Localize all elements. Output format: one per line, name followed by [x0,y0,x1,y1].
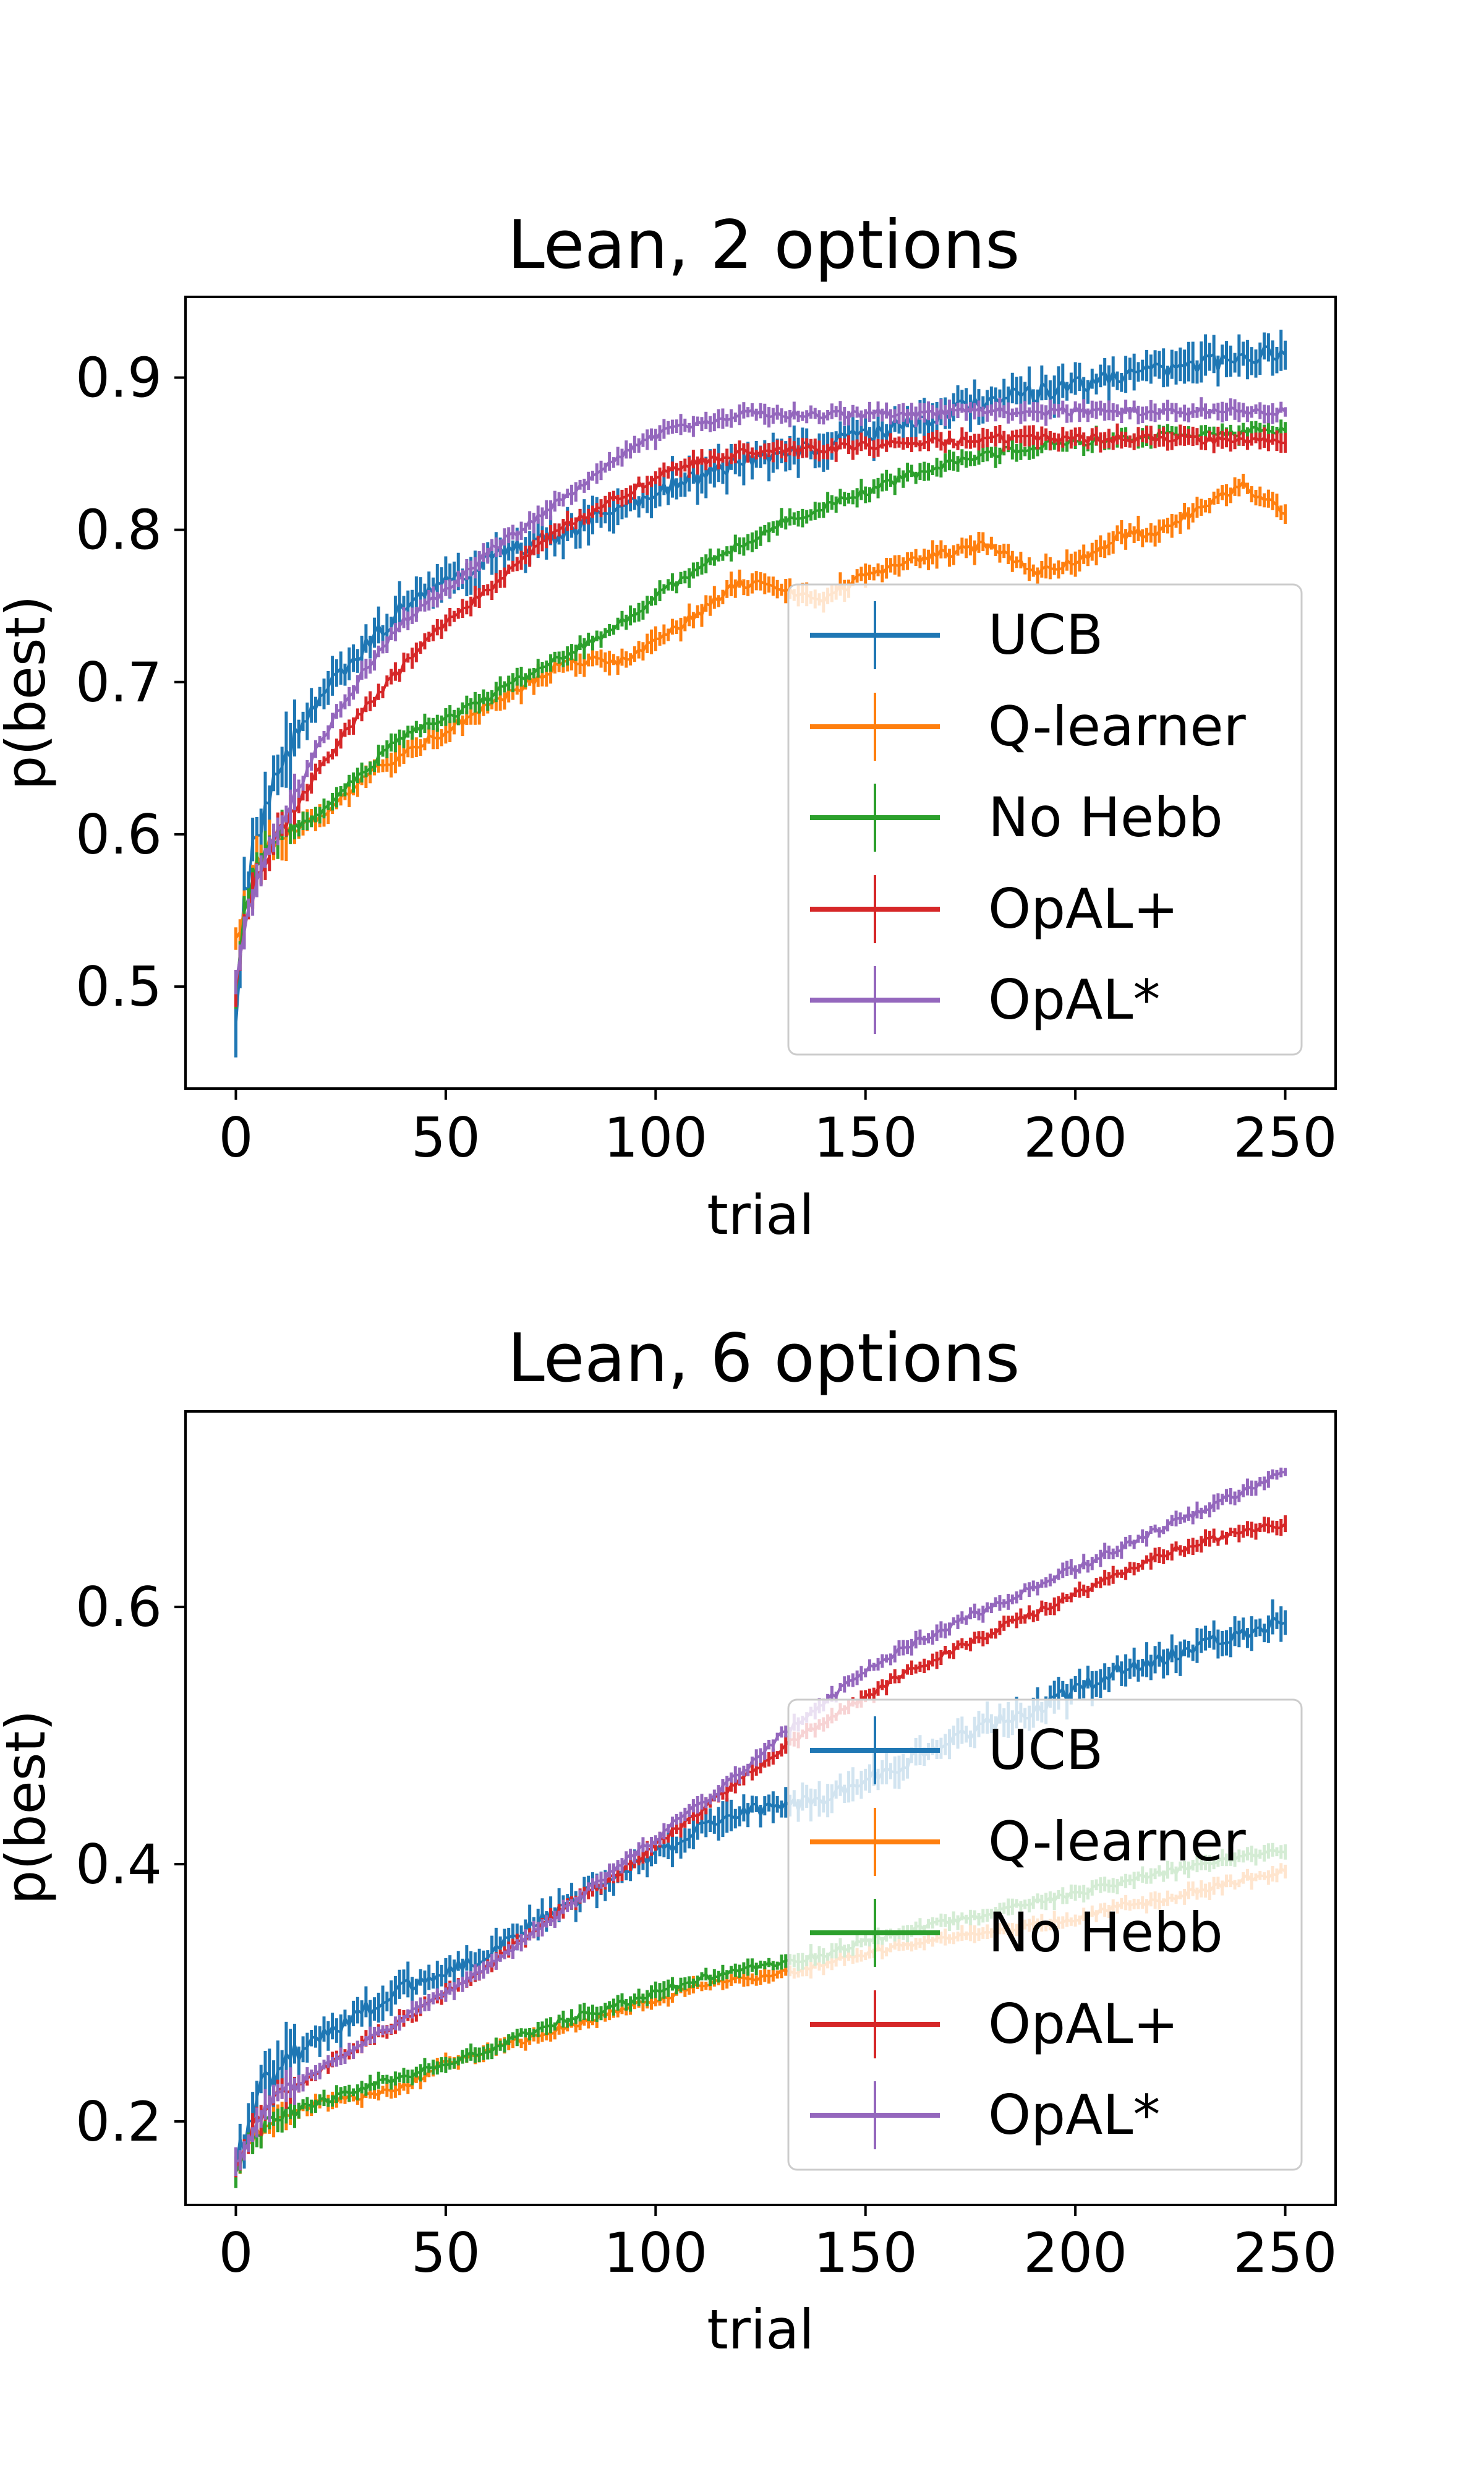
x-tick-label: 0 [218,1106,253,1170]
plot-area [234,330,1287,1058]
y-tick-label: 0.5 [75,955,162,1019]
x-tick-label: 250 [1234,1106,1337,1170]
series-line [235,1470,1286,2163]
y-tick-label: 0.7 [75,651,162,714]
legend-label: No Hebb [988,1901,1223,1964]
x-tick-label: 100 [603,1106,707,1170]
legend: UCB Q-learner No Hebb OpAL+ OpAL* [787,1698,1303,2171]
chart-panel-bottom: Lean, 6 options 0 50 100 150 200 250 0.2… [0,1320,1337,2361]
legend-item-q-learner: Q-learner [810,693,1247,761]
legend-label: UCB [988,603,1103,667]
x-axis-label: trial [707,1183,814,1247]
x-tick-label: 200 [1023,2221,1127,2285]
y-tick-label: 0.9 [75,346,162,409]
tick-marks [174,1606,1287,2216]
legend-label: No Hebb [988,785,1223,849]
legend-item-opal-star: OpAL* [810,966,1160,1034]
y-tick-label: 0.6 [75,1575,162,1639]
y-tick-label: 0.6 [75,803,162,867]
x-tick-label: 50 [411,2221,480,2285]
axes-frame [184,296,1337,1090]
legend-label: OpAL+ [988,877,1179,941]
axes-frame [184,1410,1337,2206]
x-tick-label: 50 [411,1106,480,1170]
legend-item-ucb: UCB [810,1716,1103,1784]
y-tick-label: 0.4 [75,1833,162,1896]
tick-marks [174,376,1287,1100]
legend-item-opal-plus: OpAL+ [810,875,1179,943]
x-axis-label: trial [707,2298,814,2361]
legend-label: Q-learner [988,695,1247,758]
x-tick-label: 0 [218,2221,253,2285]
series-line [234,431,1286,989]
series-opal-star [234,1467,1287,2176]
x-tick-label: 150 [814,1106,918,1170]
legend-item-ucb: UCB [810,601,1103,669]
series-opal-star [234,397,1287,995]
legend-label: UCB [988,1718,1103,1782]
chart-title: Lean, 6 options [508,1320,1020,1397]
chart-panel-top: Lean, 2 options 0 50 100 150 200 250 0.5… [0,207,1337,1247]
chart-title: Lean, 2 options [508,207,1020,284]
legend-box [787,1698,1303,2171]
y-tick-label: 0.2 [75,2090,162,2154]
x-tick-label: 100 [603,2221,707,2285]
legend-label: OpAL* [988,2083,1160,2147]
y-axis-label: p(best) [0,1710,58,1905]
series-line [234,1614,1286,2172]
legend-label: OpAL* [988,968,1160,1032]
y-axis-label: p(best) [0,596,58,790]
legend: UCB Q-learner No Hebb OpAL+ OpAL* [787,583,1303,1056]
legend-item-opal-plus: OpAL+ [810,1990,1179,2058]
legend-item-opal-star: OpAL* [810,2081,1160,2149]
x-tick-label: 200 [1023,1106,1127,1170]
legend-item-q-learner: Q-learner [810,1808,1247,1876]
legend-label: OpAL+ [988,1992,1179,2056]
legend-item-no-hebb: No Hebb [810,1899,1223,1967]
series-line [234,404,1286,983]
series-opal-plus [234,423,1287,1008]
y-tick-label: 0.8 [75,499,162,562]
x-tick-label: 150 [814,2221,918,2285]
x-tick-label: 250 [1234,2221,1337,2285]
legend-label: Q-learner [988,1810,1247,1873]
legend-item-no-hebb: No Hebb [810,784,1223,852]
legend-box [787,583,1303,1056]
series-line [234,479,1286,940]
